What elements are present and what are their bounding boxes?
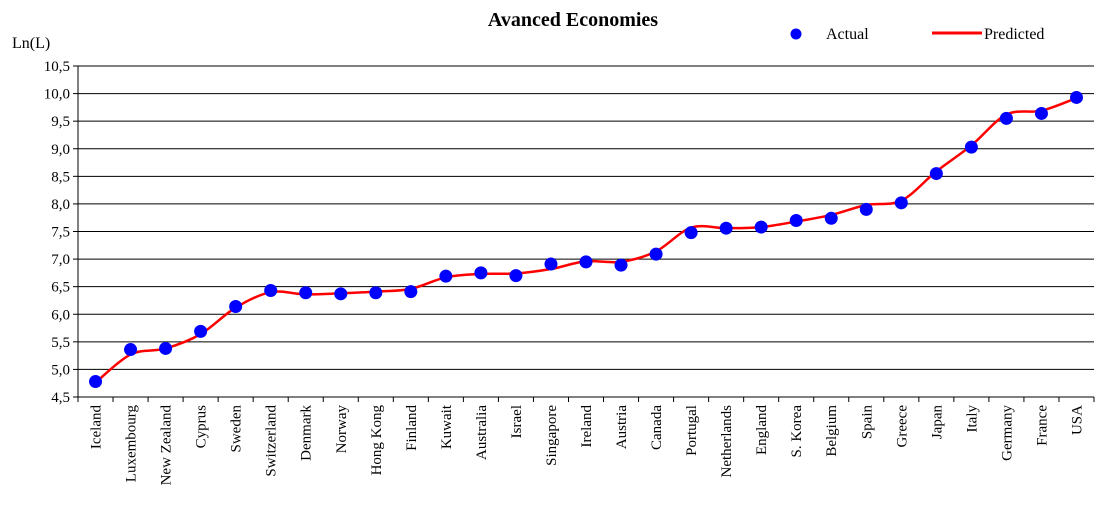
actual-point xyxy=(684,226,698,240)
y-tick-label: 9,5 xyxy=(51,114,70,130)
x-category-label: Belgium xyxy=(824,405,840,457)
x-category-label: Luxembourg xyxy=(124,405,140,483)
actual-point xyxy=(159,341,173,355)
actual-point xyxy=(194,324,208,338)
x-category-label: Germany xyxy=(999,405,1015,461)
x-category-label: Kuwait xyxy=(439,404,455,449)
chart-title: Avanced Economies xyxy=(488,9,658,31)
x-category-label: Finland xyxy=(404,405,420,451)
actual-point xyxy=(964,140,978,154)
x-category-label: Israel xyxy=(509,405,525,438)
x-category-label: S. Korea xyxy=(789,405,805,458)
x-category-label: Greece xyxy=(894,405,910,448)
x-category-label: Norway xyxy=(334,405,350,454)
actual-series xyxy=(89,90,1083,389)
actual-point xyxy=(474,266,488,280)
x-category-label: Netherlands xyxy=(719,405,735,478)
x-category-label: Ireland xyxy=(579,405,595,448)
y-tick-label: 5,5 xyxy=(51,335,70,351)
y-tick-label: 8,5 xyxy=(51,169,70,185)
y-tick-label: 8,0 xyxy=(51,197,70,213)
predicted-series xyxy=(94,96,1077,384)
actual-point xyxy=(299,286,313,300)
actual-point xyxy=(999,111,1013,125)
y-axis-label: Ln(L) xyxy=(12,35,50,52)
axes xyxy=(77,66,1094,398)
x-category-label: Hong Kong xyxy=(369,405,385,476)
x-category-label: New Zealand xyxy=(159,405,175,486)
x-category-label: Spain xyxy=(859,405,875,440)
y-tick-label: 4,5 xyxy=(51,390,70,406)
actual-point xyxy=(369,286,383,300)
legend-predicted-label: Predicted xyxy=(984,26,1044,43)
y-tick-label: 5,0 xyxy=(51,362,70,378)
x-category-label: Singapore xyxy=(544,405,560,466)
x-category-label: Canada xyxy=(649,405,665,450)
x-category-label: France xyxy=(1034,405,1050,446)
y-tick-label: 6,0 xyxy=(51,307,70,323)
actual-point xyxy=(1034,106,1048,120)
actual-point xyxy=(579,255,593,269)
actual-point xyxy=(929,167,943,181)
predicted-line xyxy=(94,96,1077,384)
actual-point xyxy=(649,247,663,261)
x-category-label: Japan xyxy=(929,405,945,440)
y-axis-ticks: 4,5 5,0 5,5 6,0 6,5 7,0 7,5 8,0 8,5 9,0 9,5 10,0 10,… xyxy=(44,59,78,406)
actual-point xyxy=(229,300,243,314)
x-category-label: USA xyxy=(1069,405,1085,435)
actual-point xyxy=(334,287,348,301)
x-category-label: Denmark xyxy=(299,405,315,461)
actual-point xyxy=(614,258,628,272)
actual-point xyxy=(754,220,768,234)
x-category-label: England xyxy=(754,405,770,455)
y-tick-label: 9,0 xyxy=(51,142,70,158)
legend-actual-label: Actual xyxy=(826,26,869,43)
actual-point xyxy=(439,269,453,283)
actual-point xyxy=(124,343,138,357)
actual-point xyxy=(1069,90,1083,104)
y-tick-label: 10,5 xyxy=(44,59,70,75)
x-category-label: Cyprus xyxy=(194,405,210,449)
actual-point xyxy=(859,202,873,216)
actual-point xyxy=(789,213,803,227)
y-tick-label: 6,5 xyxy=(51,280,70,296)
x-category-label: Australia xyxy=(474,405,490,460)
gridlines xyxy=(78,65,1094,398)
y-tick-label: 10,0 xyxy=(44,87,70,103)
legend: Actual Predicted xyxy=(790,26,1044,43)
x-axis-categories: Iceland Luxembourg New Zealand Cyprus Sweden… xyxy=(77,397,1095,486)
x-category-label: Iceland xyxy=(89,405,105,450)
legend-actual-marker xyxy=(790,28,802,40)
y-tick-label: 7,5 xyxy=(51,225,70,241)
x-category-label: Switzerland xyxy=(264,405,280,477)
x-category-label: Portugal xyxy=(684,405,700,456)
actual-point xyxy=(89,375,103,389)
x-category-label: Sweden xyxy=(229,405,245,453)
actual-point xyxy=(719,221,733,235)
x-category-label: Austria xyxy=(614,405,630,450)
actual-point xyxy=(894,196,908,210)
y-tick-label: 7,0 xyxy=(51,252,70,268)
actual-point xyxy=(404,285,418,299)
actual-point xyxy=(544,257,558,271)
actual-point xyxy=(509,269,523,283)
x-category-label: Italy xyxy=(964,405,980,433)
actual-point xyxy=(264,284,278,298)
actual-point xyxy=(824,211,838,225)
